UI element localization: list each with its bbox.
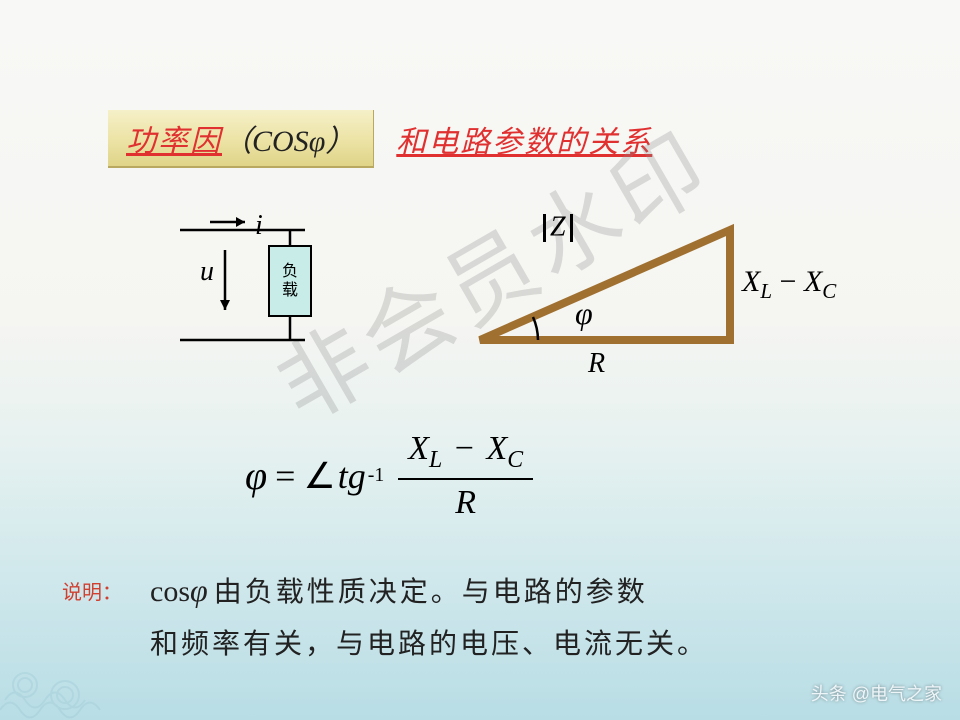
- title-text-red1: 功率因: [126, 116, 222, 160]
- title-bar: 功率因 （ COS φ ） 和电路参数的关系: [108, 110, 652, 168]
- triangle-xlxc-label: XL − XC: [742, 265, 836, 304]
- explain-line2: 和频率有关，与电路的电压、电流无关。: [150, 622, 708, 662]
- triangle-phi-label: φ: [575, 295, 593, 332]
- load-text-1: 负: [282, 262, 298, 281]
- explain-line1-text: 由负载性质决定。与电路的参数: [214, 570, 648, 610]
- title-paren-open: （: [222, 116, 252, 160]
- load-text-2: 载: [282, 281, 298, 300]
- triangle-z-label: Z: [543, 210, 573, 244]
- circuit-u-label: u: [200, 256, 214, 288]
- formula-phi: φ: [245, 452, 267, 499]
- title-text-red2: 和电路参数的关系: [396, 117, 652, 161]
- formula-angle: ∠: [303, 455, 335, 497]
- circuit-load-box: 负 载: [268, 245, 312, 317]
- formula-tg: tg: [338, 455, 366, 497]
- explain-line1: cosφ 由负载性质决定。与电路的参数: [150, 570, 648, 610]
- footer-attribution: 头条 @电气之家: [811, 680, 942, 706]
- explain-cosphi: cosφ: [150, 572, 208, 609]
- title-phi: φ: [309, 125, 326, 159]
- phi-formula: φ = ∠ tg -1 XL − XC R: [245, 430, 533, 522]
- impedance-triangle: Z φ R XL − XC: [470, 210, 830, 380]
- formula-eq: =: [275, 455, 295, 497]
- explain-label: 说明：: [62, 576, 122, 605]
- triangle-r-label: R: [588, 348, 605, 380]
- title-cos: COS: [252, 125, 309, 159]
- formula-numerator: XL − XC: [398, 430, 533, 480]
- circuit-i-label: i: [255, 210, 263, 242]
- formula-sup: -1: [368, 464, 384, 487]
- title-highlight-box: 功率因 （ COS φ ）: [108, 110, 374, 168]
- triangle-svg: [470, 210, 750, 370]
- formula-denominator: R: [455, 480, 476, 522]
- title-paren-close: ）: [325, 116, 355, 160]
- wave-decoration: [0, 630, 140, 720]
- formula-fraction: XL − XC R: [398, 430, 533, 522]
